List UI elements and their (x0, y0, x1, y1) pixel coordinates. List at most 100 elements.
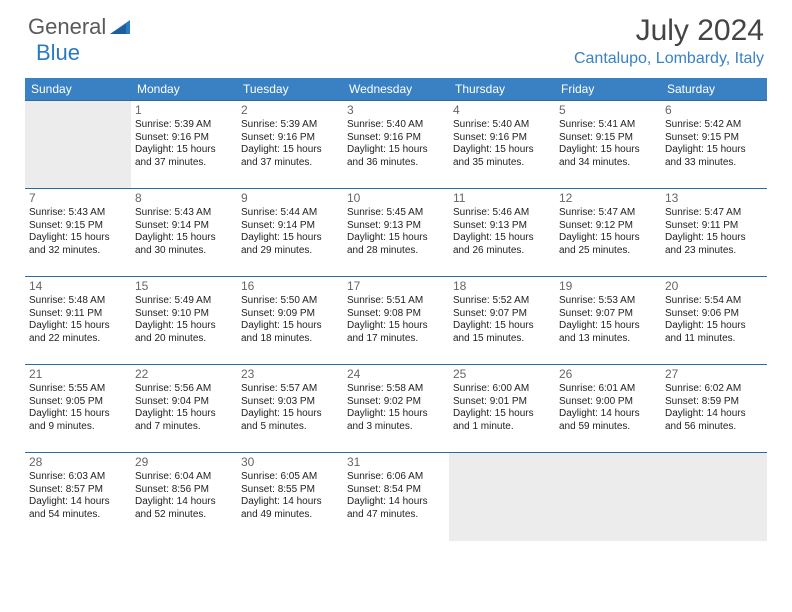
calendar-day: 24Sunrise: 5:58 AMSunset: 9:02 PMDayligh… (343, 365, 449, 453)
sunset-text: Sunset: 9:01 PM (453, 396, 551, 409)
calendar-day: 26Sunrise: 6:01 AMSunset: 9:00 PMDayligh… (555, 365, 661, 453)
daylight-text: Daylight: 15 hours and 25 minutes. (559, 232, 657, 257)
calendar-day: 30Sunrise: 6:05 AMSunset: 8:55 PMDayligh… (237, 453, 343, 541)
day-header: Wednesday (343, 78, 449, 101)
calendar-day: 20Sunrise: 5:54 AMSunset: 9:06 PMDayligh… (661, 277, 767, 365)
sunrise-text: Sunrise: 5:48 AM (29, 295, 127, 308)
day-number: 8 (135, 191, 233, 206)
calendar-day: 21Sunrise: 5:55 AMSunset: 9:05 PMDayligh… (25, 365, 131, 453)
day-number: 10 (347, 191, 445, 206)
day-number: 7 (29, 191, 127, 206)
sunrise-text: Sunrise: 5:58 AM (347, 383, 445, 396)
sunset-text: Sunset: 9:06 PM (665, 308, 763, 321)
daylight-text: Daylight: 15 hours and 17 minutes. (347, 320, 445, 345)
calendar-day: 6Sunrise: 5:42 AMSunset: 9:15 PMDaylight… (661, 101, 767, 189)
sunrise-text: Sunrise: 5:42 AM (665, 119, 763, 132)
sunrise-text: Sunrise: 6:03 AM (29, 471, 127, 484)
calendar-day: 13Sunrise: 5:47 AMSunset: 9:11 PMDayligh… (661, 189, 767, 277)
day-header: Thursday (449, 78, 555, 101)
calendar-table: SundayMondayTuesdayWednesdayThursdayFrid… (25, 78, 767, 541)
calendar-day: 28Sunrise: 6:03 AMSunset: 8:57 PMDayligh… (25, 453, 131, 541)
daylight-text: Daylight: 15 hours and 28 minutes. (347, 232, 445, 257)
calendar-day: 31Sunrise: 6:06 AMSunset: 8:54 PMDayligh… (343, 453, 449, 541)
sunrise-text: Sunrise: 5:53 AM (559, 295, 657, 308)
sunrise-text: Sunrise: 6:05 AM (241, 471, 339, 484)
calendar-day: 4Sunrise: 5:40 AMSunset: 9:16 PMDaylight… (449, 101, 555, 189)
daylight-text: Daylight: 15 hours and 29 minutes. (241, 232, 339, 257)
calendar-day: 10Sunrise: 5:45 AMSunset: 9:13 PMDayligh… (343, 189, 449, 277)
day-number: 24 (347, 367, 445, 382)
sunrise-text: Sunrise: 5:43 AM (29, 207, 127, 220)
sunset-text: Sunset: 9:16 PM (347, 132, 445, 145)
day-number: 1 (135, 103, 233, 118)
calendar-week: 7Sunrise: 5:43 AMSunset: 9:15 PMDaylight… (25, 189, 767, 277)
daylight-text: Daylight: 15 hours and 9 minutes. (29, 408, 127, 433)
sunset-text: Sunset: 8:59 PM (665, 396, 763, 409)
sunset-text: Sunset: 9:09 PM (241, 308, 339, 321)
brand-triangle-icon (110, 18, 132, 36)
daylight-text: Daylight: 15 hours and 3 minutes. (347, 408, 445, 433)
brand-part1: General (28, 14, 106, 40)
sunset-text: Sunset: 9:16 PM (241, 132, 339, 145)
sunset-text: Sunset: 9:15 PM (29, 220, 127, 233)
daylight-text: Daylight: 14 hours and 56 minutes. (665, 408, 763, 433)
calendar-day: 17Sunrise: 5:51 AMSunset: 9:08 PMDayligh… (343, 277, 449, 365)
day-number: 4 (453, 103, 551, 118)
calendar-day: 27Sunrise: 6:02 AMSunset: 8:59 PMDayligh… (661, 365, 767, 453)
calendar-day: 23Sunrise: 5:57 AMSunset: 9:03 PMDayligh… (237, 365, 343, 453)
day-number: 27 (665, 367, 763, 382)
calendar-day: 11Sunrise: 5:46 AMSunset: 9:13 PMDayligh… (449, 189, 555, 277)
sunrise-text: Sunrise: 5:57 AM (241, 383, 339, 396)
sunset-text: Sunset: 9:11 PM (665, 220, 763, 233)
calendar-day: 5Sunrise: 5:41 AMSunset: 9:15 PMDaylight… (555, 101, 661, 189)
day-number: 15 (135, 279, 233, 294)
calendar-day: 8Sunrise: 5:43 AMSunset: 9:14 PMDaylight… (131, 189, 237, 277)
sunrise-text: Sunrise: 6:04 AM (135, 471, 233, 484)
daylight-text: Daylight: 15 hours and 30 minutes. (135, 232, 233, 257)
daylight-text: Daylight: 15 hours and 18 minutes. (241, 320, 339, 345)
calendar-day (449, 453, 555, 541)
sunset-text: Sunset: 9:13 PM (453, 220, 551, 233)
sunset-text: Sunset: 8:55 PM (241, 484, 339, 497)
sunset-text: Sunset: 8:57 PM (29, 484, 127, 497)
daylight-text: Daylight: 15 hours and 20 minutes. (135, 320, 233, 345)
sunset-text: Sunset: 9:02 PM (347, 396, 445, 409)
calendar-day: 9Sunrise: 5:44 AMSunset: 9:14 PMDaylight… (237, 189, 343, 277)
sunset-text: Sunset: 8:56 PM (135, 484, 233, 497)
page-header: General July 2024 Cantalupo, Lombardy, I… (0, 0, 792, 72)
sunset-text: Sunset: 9:14 PM (241, 220, 339, 233)
sunrise-text: Sunrise: 5:43 AM (135, 207, 233, 220)
calendar-day (25, 101, 131, 189)
sunset-text: Sunset: 9:04 PM (135, 396, 233, 409)
daylight-text: Daylight: 15 hours and 23 minutes. (665, 232, 763, 257)
day-number: 16 (241, 279, 339, 294)
sunrise-text: Sunrise: 5:46 AM (453, 207, 551, 220)
sunrise-text: Sunrise: 5:40 AM (347, 119, 445, 132)
day-number: 25 (453, 367, 551, 382)
calendar-day: 14Sunrise: 5:48 AMSunset: 9:11 PMDayligh… (25, 277, 131, 365)
day-number: 18 (453, 279, 551, 294)
daylight-text: Daylight: 15 hours and 15 minutes. (453, 320, 551, 345)
sunset-text: Sunset: 9:16 PM (453, 132, 551, 145)
calendar-week: 21Sunrise: 5:55 AMSunset: 9:05 PMDayligh… (25, 365, 767, 453)
calendar-day: 25Sunrise: 6:00 AMSunset: 9:01 PMDayligh… (449, 365, 555, 453)
daylight-text: Daylight: 14 hours and 54 minutes. (29, 496, 127, 521)
day-number: 28 (29, 455, 127, 470)
sunrise-text: Sunrise: 6:02 AM (665, 383, 763, 396)
calendar-day: 12Sunrise: 5:47 AMSunset: 9:12 PMDayligh… (555, 189, 661, 277)
sunrise-text: Sunrise: 5:47 AM (559, 207, 657, 220)
day-number: 23 (241, 367, 339, 382)
sunset-text: Sunset: 9:16 PM (135, 132, 233, 145)
sunrise-text: Sunrise: 6:00 AM (453, 383, 551, 396)
day-number: 14 (29, 279, 127, 294)
calendar-day: 19Sunrise: 5:53 AMSunset: 9:07 PMDayligh… (555, 277, 661, 365)
sunset-text: Sunset: 9:03 PM (241, 396, 339, 409)
daylight-text: Daylight: 15 hours and 37 minutes. (241, 144, 339, 169)
calendar-day: 29Sunrise: 6:04 AMSunset: 8:56 PMDayligh… (131, 453, 237, 541)
sunrise-text: Sunrise: 5:45 AM (347, 207, 445, 220)
daylight-text: Daylight: 15 hours and 34 minutes. (559, 144, 657, 169)
calendar-day (555, 453, 661, 541)
sunset-text: Sunset: 9:11 PM (29, 308, 127, 321)
day-header: Saturday (661, 78, 767, 101)
sunset-text: Sunset: 9:05 PM (29, 396, 127, 409)
